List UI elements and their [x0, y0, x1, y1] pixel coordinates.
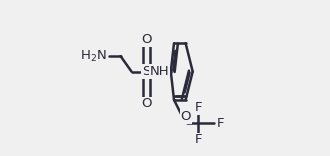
Text: NH: NH: [150, 65, 170, 78]
Text: F: F: [195, 101, 202, 114]
Text: S: S: [142, 65, 150, 78]
Text: O: O: [181, 110, 191, 123]
Text: H$_2$N: H$_2$N: [80, 49, 107, 64]
Text: O: O: [141, 97, 151, 110]
Text: O: O: [141, 33, 151, 46]
Text: F: F: [216, 117, 224, 130]
Text: F: F: [195, 133, 202, 146]
